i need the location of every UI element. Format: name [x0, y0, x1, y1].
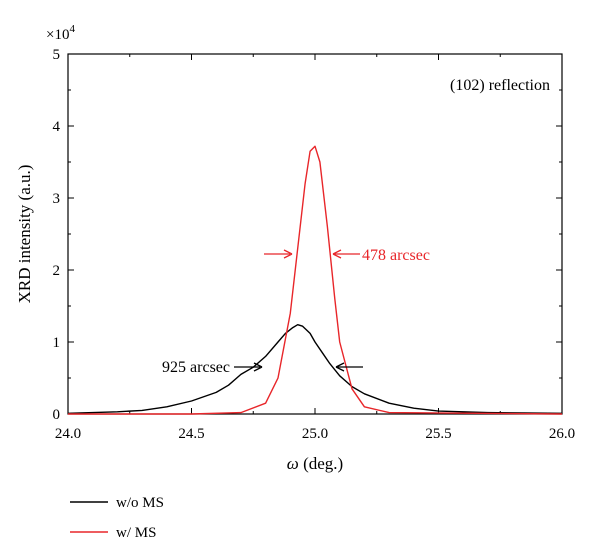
x-tick-label: 25.0: [302, 426, 328, 442]
legend-label-black: w/o MS: [116, 495, 164, 511]
plot-area-frame: [67, 53, 563, 415]
y-axis-multiplier: ×104: [46, 23, 75, 43]
y-tick-label: 4: [53, 119, 61, 135]
y-axis-label: XRD intensity (a.u.): [15, 165, 34, 304]
y-tick-label: 2: [53, 263, 61, 279]
x-tick-label: 24.5: [178, 426, 204, 442]
legend: w/o MS w/ MS: [70, 495, 164, 541]
red-arrowhead-right: [332, 249, 342, 259]
x-tick-label: 24.0: [55, 426, 81, 442]
series-line-without-ms: [67, 324, 563, 414]
black-arrowhead-right: [335, 362, 345, 372]
black-arrowhead-left: [253, 362, 263, 372]
annotation-black-fwhm: 925 arcsec: [162, 359, 230, 376]
x-tick-label: 26.0: [549, 426, 575, 442]
y-tick-label: 3: [53, 191, 61, 207]
series-group: [67, 145, 563, 415]
red-arrowhead-left: [283, 249, 293, 259]
legend-label-red: w/ MS: [116, 525, 156, 541]
series-line-with-ms: [68, 145, 563, 415]
y-tick-label: 1: [53, 335, 61, 351]
y-tick-label: 5: [53, 47, 61, 63]
x-axis-label: ω (deg.): [287, 454, 343, 473]
annotation-reflection: (102) reflection: [450, 77, 550, 94]
annotation-red-fwhm: 478 arcsec: [362, 247, 430, 264]
y-tick-label: 0: [53, 407, 61, 423]
y-axis-ticks: 0 1 2 3 4 5: [53, 47, 562, 423]
x-tick-label: 25.5: [425, 426, 451, 442]
x-axis-ticks: 24.0 24.5 25.0 25.5 26.0: [55, 54, 575, 442]
